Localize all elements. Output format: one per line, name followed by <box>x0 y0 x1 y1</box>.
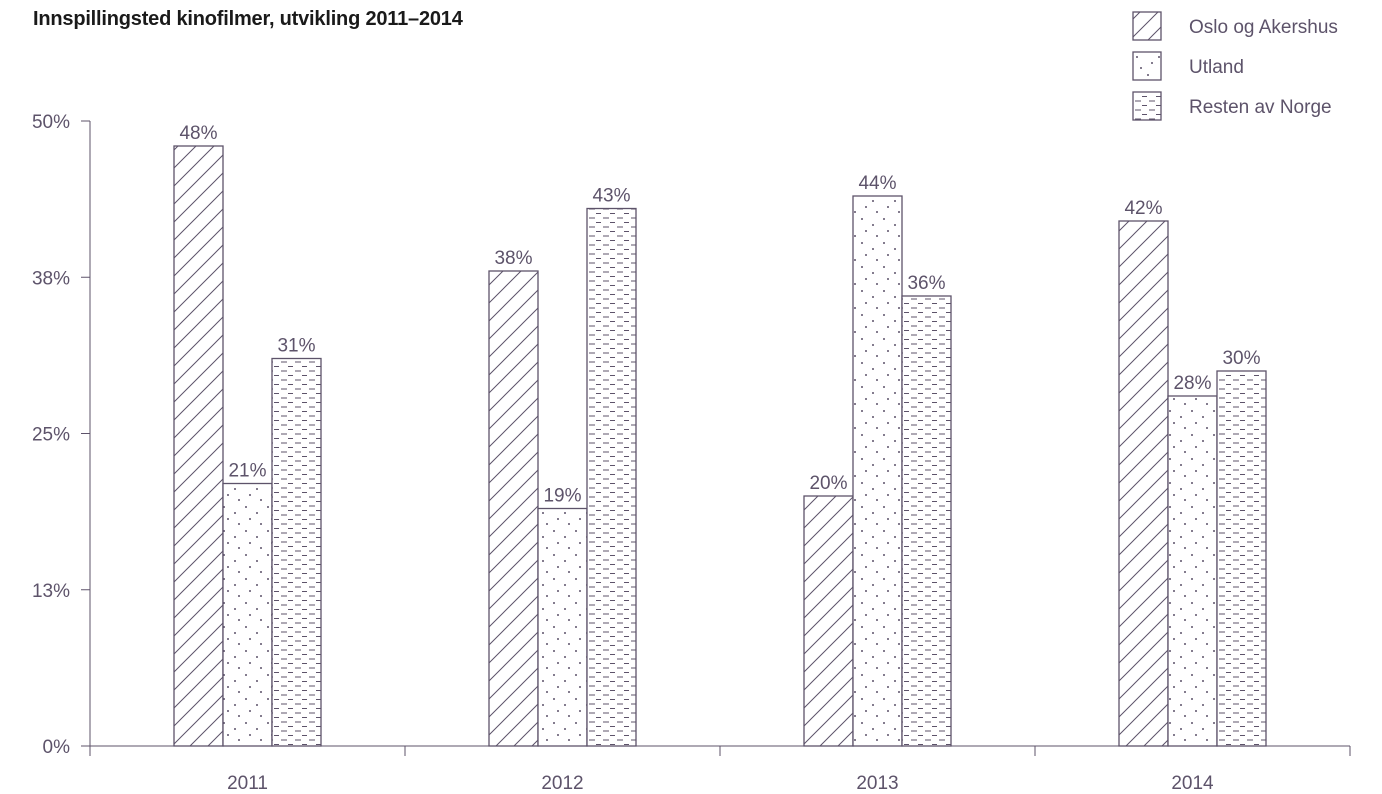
data-label: 21% <box>228 461 266 482</box>
legend-swatch <box>1132 91 1162 121</box>
data-label: 38% <box>494 248 532 269</box>
chart-title: Innspillingsted kinofilmer, utvikling 20… <box>33 8 463 30</box>
bar <box>222 482 273 747</box>
y-tick-label: 50% <box>32 112 70 133</box>
data-label: 42% <box>1124 198 1162 219</box>
bar <box>271 357 322 747</box>
bar <box>537 507 588 747</box>
bar <box>1216 370 1267 747</box>
data-label: 43% <box>592 186 630 207</box>
axes: 0% 13% 25% 38% 50% 2011 2012 2013 2014 <box>32 112 1351 794</box>
data-label: 30% <box>1222 348 1260 369</box>
x-tick-label: 2012 <box>541 773 583 794</box>
y-tick-label: 25% <box>32 425 70 446</box>
y-tick-label: 0% <box>43 737 71 758</box>
data-label: 36% <box>907 273 945 294</box>
legend-swatch <box>1132 11 1162 41</box>
bar <box>803 495 854 747</box>
legend-label: Resten av Norge <box>1189 97 1332 118</box>
data-label: 44% <box>858 173 896 194</box>
bar <box>173 145 224 747</box>
y-tick-label: 13% <box>32 581 70 602</box>
x-tick-label: 2011 <box>227 773 268 794</box>
data-label: 20% <box>809 473 847 494</box>
legend-swatch <box>1132 51 1162 81</box>
legend-label: Utland <box>1189 57 1244 78</box>
data-label: 28% <box>1173 373 1211 394</box>
x-tick-label: 2014 <box>1171 773 1214 794</box>
x-tick-label: 2013 <box>856 773 898 794</box>
y-tick-label: 38% <box>32 268 70 289</box>
bar <box>852 195 903 747</box>
bar <box>901 295 952 747</box>
data-labels: 48% 21% 31% 38% 19% 43% 20% 44% 36% 42% 28% 30% <box>179 123 1260 507</box>
bars <box>173 145 1267 747</box>
legend: Oslo og Akershus Utland Resten av Norge <box>1132 11 1338 121</box>
bar <box>488 270 539 747</box>
data-label: 48% <box>179 123 217 144</box>
data-label: 19% <box>543 486 581 507</box>
bar <box>1118 220 1169 747</box>
data-label: 31% <box>277 336 315 357</box>
bar <box>1167 395 1218 747</box>
bar <box>586 207 637 747</box>
legend-label: Oslo og Akershus <box>1189 17 1338 38</box>
